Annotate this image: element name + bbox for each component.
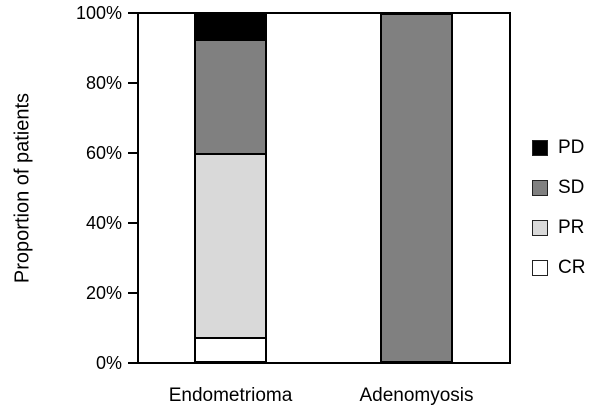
- bar-segment-pd: [196, 15, 265, 40]
- bar-endometrioma: [194, 13, 267, 363]
- y-tick: [128, 361, 137, 365]
- bar-adenomyosis: [380, 13, 453, 363]
- legend-label: PD: [558, 137, 585, 158]
- y-tick: [128, 11, 137, 15]
- legend-item-pd: PD: [532, 134, 584, 162]
- legend-item-sd: SD: [532, 174, 584, 202]
- legend-swatch-pr: [532, 220, 548, 236]
- y-tick: [128, 291, 137, 295]
- legend-swatch-cr: [532, 260, 548, 276]
- y-tick-label: 100%: [75, 3, 122, 23]
- y-tick: [128, 81, 137, 85]
- bar-segment-pr: [196, 153, 265, 337]
- y-axis-title: Proportion of patients: [11, 92, 34, 284]
- legend-swatch-pd: [532, 140, 548, 156]
- legend-label: SD: [558, 177, 585, 198]
- y-tick: [128, 221, 137, 225]
- legend-item-cr: CR: [532, 254, 585, 282]
- category-label: Adenomyosis: [359, 385, 474, 406]
- legend-label: CR: [558, 257, 586, 278]
- y-tick-label: 0%: [95, 353, 122, 373]
- y-tick-label: 80%: [85, 73, 122, 93]
- legend-swatch-sd: [532, 180, 548, 196]
- category-label: Endometrioma: [168, 385, 293, 406]
- legend-label: PR: [558, 217, 585, 238]
- bar-segment-sd: [196, 39, 265, 154]
- bar-segment-sd: [382, 15, 451, 361]
- y-tick: [128, 151, 137, 155]
- legend-item-pr: PR: [532, 214, 584, 242]
- y-tick-label: 40%: [85, 213, 122, 233]
- y-tick-label: 20%: [85, 283, 122, 303]
- bar-segment-cr: [196, 336, 265, 361]
- y-tick-label: 60%: [85, 143, 122, 163]
